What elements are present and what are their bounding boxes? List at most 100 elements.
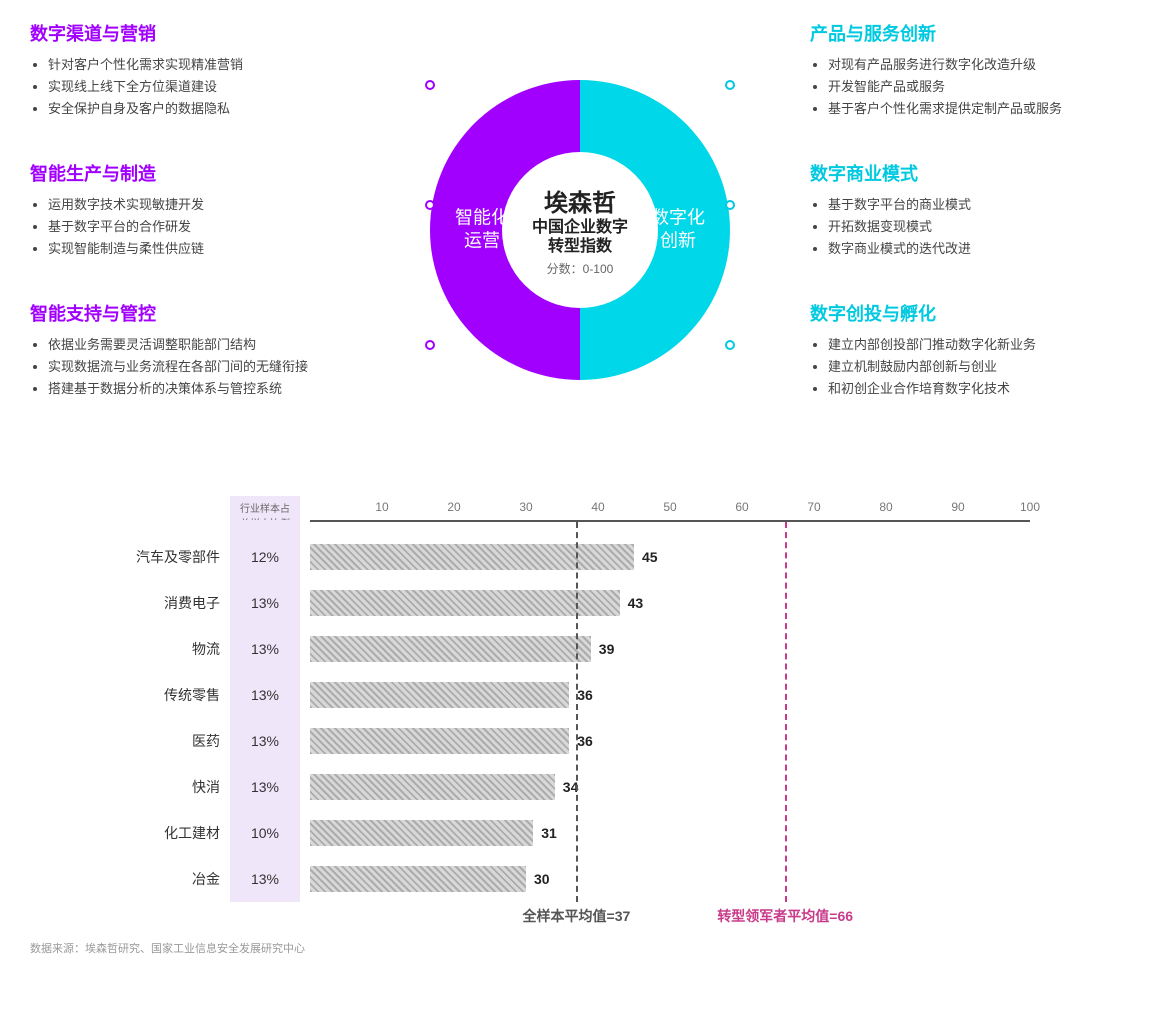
connector-dot bbox=[725, 200, 735, 210]
x-tick: 60 bbox=[735, 500, 748, 514]
bar bbox=[310, 774, 555, 800]
bar-value: 36 bbox=[577, 733, 593, 749]
bar-value: 45 bbox=[642, 549, 658, 565]
x-axis bbox=[310, 520, 1030, 522]
x-tick: 70 bbox=[807, 500, 820, 514]
bar-row: 快消13%34 bbox=[130, 764, 1030, 810]
row-label: 物流 bbox=[120, 639, 220, 659]
category-item: 实现数据流与业务流程在各部门间的无缝衔接 bbox=[48, 356, 350, 378]
category-list: 建立内部创投部门推动数字化新业务建立机制鼓励内部创新与创业和初创企业合作培育数字… bbox=[810, 334, 1130, 400]
category-item: 开发智能产品或服务 bbox=[828, 76, 1130, 98]
x-tick: 50 bbox=[663, 500, 676, 514]
x-ticks: 102030405060708090100 bbox=[310, 500, 1030, 520]
bar-chart: 行业样本占总样本比例 102030405060708090100汽车及零部件12… bbox=[130, 500, 1030, 932]
x-tick: 10 bbox=[375, 500, 388, 514]
bar-value: 39 bbox=[599, 641, 615, 657]
bar-value: 30 bbox=[534, 871, 550, 887]
category-item: 基于客户个性化需求提供定制产品或服务 bbox=[828, 98, 1130, 120]
ref-line-leader bbox=[785, 522, 787, 902]
category-item: 数字商业模式的迭代改进 bbox=[828, 238, 1130, 260]
row-label: 冶金 bbox=[120, 869, 220, 889]
category-item: 实现智能制造与柔性供应链 bbox=[48, 238, 350, 260]
bar bbox=[310, 544, 634, 570]
bar bbox=[310, 682, 569, 708]
donut-center-title: 埃森哲 bbox=[505, 183, 655, 218]
row-label: 汽车及零部件 bbox=[120, 547, 220, 567]
source-note: 数据来源：埃森哲研究、国家工业信息安全发展研究中心 bbox=[30, 940, 1130, 956]
connector-dot bbox=[725, 80, 735, 90]
connector-dot bbox=[725, 340, 735, 350]
category-list: 依据业务需要灵活调整职能部门结构实现数据流与业务流程在各部门间的无缝衔接搭建基于… bbox=[30, 334, 350, 400]
category-item: 对现有产品服务进行数字化改造升级 bbox=[828, 54, 1130, 76]
ref-label-leader: 转型领军者平均值=66 bbox=[717, 906, 853, 926]
ref-label-avg: 全样本平均值=37 bbox=[523, 906, 631, 926]
category-item: 搭建基于数据分析的决策体系与管控系统 bbox=[48, 378, 350, 400]
bar-chart-section: 行业样本占总样本比例 102030405060708090100汽车及零部件12… bbox=[30, 500, 1130, 956]
category-title: 智能生产与制造 bbox=[30, 160, 350, 186]
category-block: 智能生产与制造运用数字技术实现敏捷开发基于数字平台的合作研发实现智能制造与柔性供… bbox=[30, 160, 350, 260]
bar bbox=[310, 590, 620, 616]
bar-row: 医药13%36 bbox=[130, 718, 1030, 764]
ref-line-avg bbox=[576, 522, 578, 902]
category-item: 建立内部创投部门推动数字化新业务 bbox=[828, 334, 1130, 356]
x-tick: 40 bbox=[591, 500, 604, 514]
row-label: 化工建材 bbox=[120, 823, 220, 843]
row-label: 传统零售 bbox=[120, 685, 220, 705]
category-item: 依据业务需要灵活调整职能部门结构 bbox=[48, 334, 350, 356]
bar-value: 36 bbox=[577, 687, 593, 703]
donut-center-range: 分数：0-100 bbox=[505, 260, 655, 277]
donut-center: 埃森哲 中国企业数字转型指数 分数：0-100 bbox=[505, 183, 655, 277]
x-tick: 90 bbox=[951, 500, 964, 514]
bar bbox=[310, 820, 533, 846]
bar-row: 汽车及零部件12%45 bbox=[130, 534, 1030, 580]
category-item: 安全保护自身及客户的数据隐私 bbox=[48, 98, 350, 120]
category-item: 基于数字平台的合作研发 bbox=[48, 216, 350, 238]
row-pct: 13% bbox=[230, 779, 300, 795]
donut-section: 埃森哲 中国企业数字转型指数 分数：0-100 智能化运营 数字化创新 数字渠道… bbox=[30, 20, 1130, 440]
row-pct: 10% bbox=[230, 825, 300, 841]
category-block: 数字商业模式基于数字平台的商业模式开拓数据变现模式数字商业模式的迭代改进 bbox=[810, 160, 1130, 260]
connector-dot bbox=[425, 200, 435, 210]
donut-center-sub: 中国企业数字转型指数 bbox=[505, 218, 655, 256]
bars: 汽车及零部件12%45消费电子13%43物流13%39传统零售13%36医药13… bbox=[130, 534, 1030, 902]
category-block: 数字创投与孵化建立内部创投部门推动数字化新业务建立机制鼓励内部创新与创业和初创企… bbox=[810, 300, 1130, 400]
row-pct: 13% bbox=[230, 641, 300, 657]
row-label: 快消 bbox=[120, 777, 220, 797]
row-pct: 12% bbox=[230, 549, 300, 565]
donut-left-label: 智能化运营 bbox=[452, 207, 512, 254]
category-item: 针对客户个性化需求实现精准营销 bbox=[48, 54, 350, 76]
category-title: 数字创投与孵化 bbox=[810, 300, 1130, 326]
category-title: 数字渠道与营销 bbox=[30, 20, 350, 46]
bar bbox=[310, 636, 591, 662]
category-item: 开拓数据变现模式 bbox=[828, 216, 1130, 238]
category-list: 基于数字平台的商业模式开拓数据变现模式数字商业模式的迭代改进 bbox=[810, 194, 1130, 260]
connector-dot bbox=[425, 340, 435, 350]
bar-row: 传统零售13%36 bbox=[130, 672, 1030, 718]
category-title: 智能支持与管控 bbox=[30, 300, 350, 326]
x-tick: 30 bbox=[519, 500, 532, 514]
row-pct: 13% bbox=[230, 733, 300, 749]
category-item: 基于数字平台的商业模式 bbox=[828, 194, 1130, 216]
x-tick: 20 bbox=[447, 500, 460, 514]
bar bbox=[310, 728, 569, 754]
category-block: 数字渠道与营销针对客户个性化需求实现精准营销实现线上线下全方位渠道建设安全保护自… bbox=[30, 20, 350, 120]
category-list: 针对客户个性化需求实现精准营销实现线上线下全方位渠道建设安全保护自身及客户的数据… bbox=[30, 54, 350, 120]
row-pct: 13% bbox=[230, 595, 300, 611]
x-tick: 80 bbox=[879, 500, 892, 514]
bar-value: 31 bbox=[541, 825, 557, 841]
category-item: 建立机制鼓励内部创新与创业 bbox=[828, 356, 1130, 378]
category-list: 对现有产品服务进行数字化改造升级开发智能产品或服务基于客户个性化需求提供定制产品… bbox=[810, 54, 1130, 120]
category-list: 运用数字技术实现敏捷开发基于数字平台的合作研发实现智能制造与柔性供应链 bbox=[30, 194, 350, 260]
category-title: 数字商业模式 bbox=[810, 160, 1130, 186]
category-title: 产品与服务创新 bbox=[810, 20, 1130, 46]
category-item: 和初创企业合作培育数字化技术 bbox=[828, 378, 1130, 400]
row-pct: 13% bbox=[230, 687, 300, 703]
bar-row: 物流13%39 bbox=[130, 626, 1030, 672]
bar-row: 消费电子13%43 bbox=[130, 580, 1030, 626]
x-tick: 100 bbox=[1020, 500, 1040, 514]
donut-right-label: 数字化创新 bbox=[648, 207, 708, 254]
category-block: 智能支持与管控依据业务需要灵活调整职能部门结构实现数据流与业务流程在各部门间的无… bbox=[30, 300, 350, 400]
bar-row: 化工建材10%31 bbox=[130, 810, 1030, 856]
bar-value: 43 bbox=[628, 595, 644, 611]
row-label: 医药 bbox=[120, 731, 220, 751]
